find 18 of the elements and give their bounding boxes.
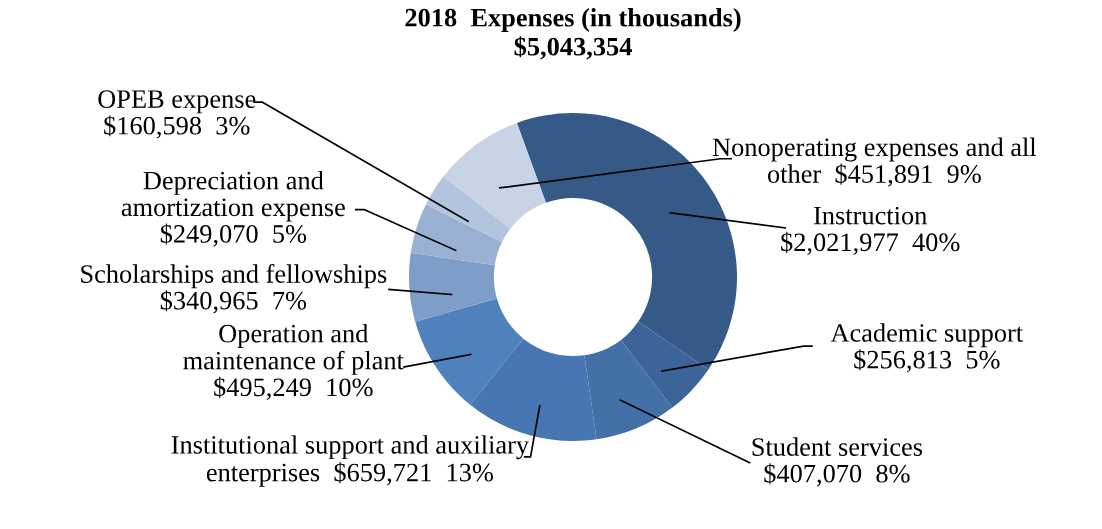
data-label: $160,598 3%	[104, 115, 250, 139]
data-label: $340,965 7%	[160, 290, 307, 314]
data-label: $407,070 8%	[764, 463, 910, 487]
chart-subtitle: $5,043,354	[514, 36, 632, 60]
data-label: $249,070 5%	[160, 223, 307, 247]
slice-label: Nonoperating expenses and all other $451,891 9%	[712, 137, 1037, 187]
slice-label: Depreciation and amortization expense	[121, 170, 345, 222]
slice-label: Institutional support and auxiliary enterprises $659,721 13%	[171, 435, 529, 487]
slice-label: Operation and maintenance of plant	[183, 323, 404, 375]
data-label: $256,813 5%	[854, 349, 1000, 373]
data-label: $495,249 10%	[214, 376, 373, 400]
slice-label: Student services	[752, 437, 923, 456]
slice-label: Academic support	[830, 323, 1024, 348]
data-label: $2,021,977 40%	[781, 231, 960, 255]
slice-label: Instruction	[813, 206, 927, 225]
slice-label: OPEB expense	[98, 90, 256, 114]
slice-label: Scholarships and fellowships	[81, 264, 387, 289]
chart-title: 2018 Expenses (in thousands)	[405, 8, 741, 32]
